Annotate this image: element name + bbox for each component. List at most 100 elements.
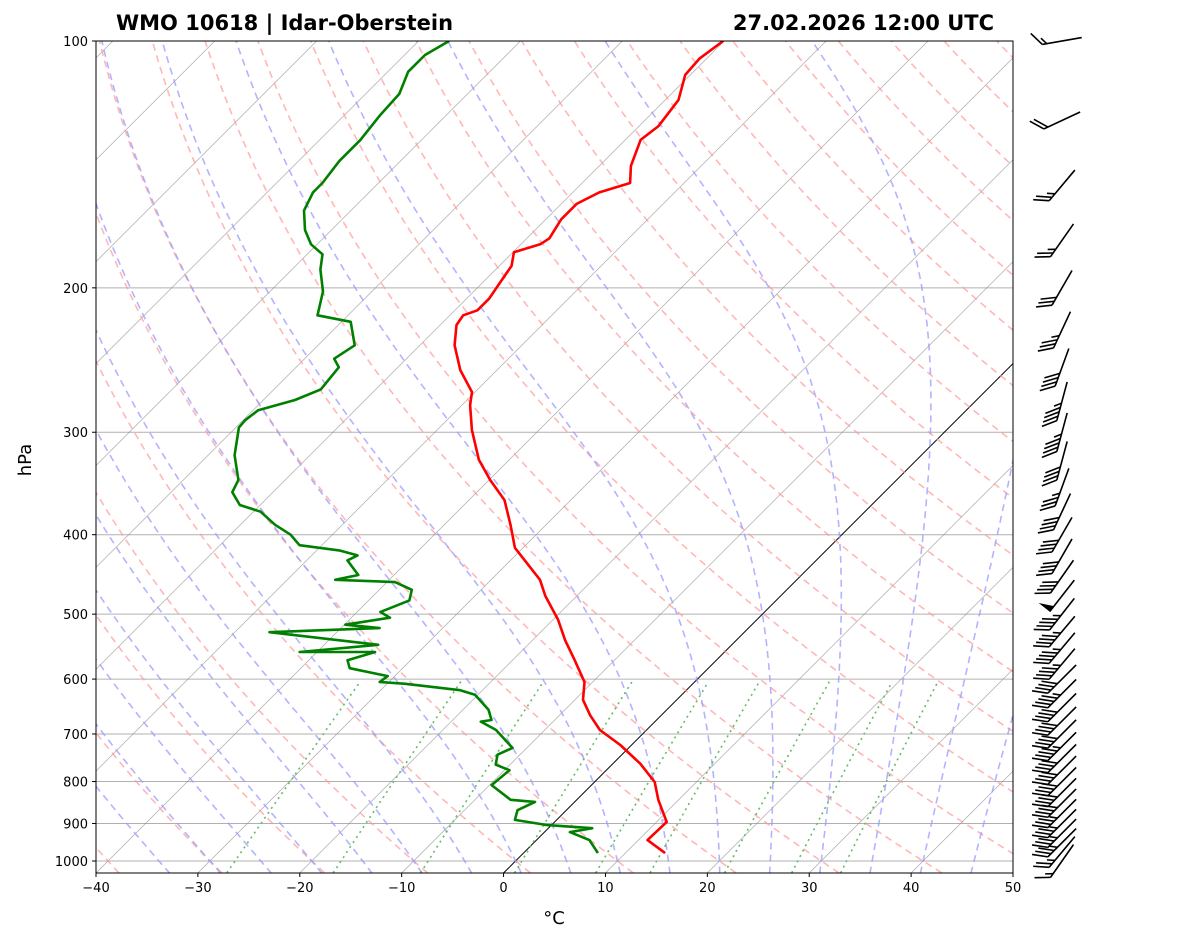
barb-staff xyxy=(1048,836,1076,868)
barb-full-tick xyxy=(1042,539,1059,543)
barb-full-tick xyxy=(1031,814,1048,819)
wind-barb xyxy=(1041,441,1068,487)
wind-barb xyxy=(1034,559,1075,595)
barb-staff xyxy=(1047,731,1077,762)
wind-barb xyxy=(1031,743,1077,774)
barb-half-tick xyxy=(1046,859,1055,862)
dry-adiabat-line xyxy=(837,41,1013,222)
barb-full-tick xyxy=(1038,683,1055,688)
isotherm-line xyxy=(96,41,623,568)
wind-barb xyxy=(1036,538,1073,577)
barb-full-tick xyxy=(1038,797,1055,802)
moist-adiabat-line xyxy=(604,41,843,873)
barb-half-tick xyxy=(1046,192,1055,195)
moist-adiabat-line xyxy=(811,41,932,873)
barb-staff xyxy=(1047,808,1077,839)
isotherm-line xyxy=(1012,872,1013,873)
barb-staff xyxy=(1047,692,1077,723)
barb-staff xyxy=(1049,559,1075,594)
plot-frame xyxy=(95,40,1014,874)
isotherm-line xyxy=(401,261,1013,873)
barb-full-tick xyxy=(1035,840,1052,845)
barb-full-tick xyxy=(1035,831,1052,836)
dry-adiabat-line xyxy=(732,41,1013,332)
wind-barb xyxy=(1037,311,1072,352)
barb-staff xyxy=(1048,615,1076,648)
barb-full-tick xyxy=(1036,304,1053,308)
dry-adiabat-line xyxy=(309,41,1013,793)
barb-full-tick xyxy=(1041,694,1058,700)
moist-adiabat-line xyxy=(96,328,473,873)
isotherm-line xyxy=(96,41,521,466)
barb-half-tick xyxy=(1049,835,1058,839)
barb-full-tick xyxy=(1033,865,1050,869)
isotherm-line xyxy=(96,41,725,670)
moist-adiabat-line xyxy=(161,41,622,873)
dry-adiabat-line xyxy=(96,359,531,873)
barb-full-tick xyxy=(1045,466,1061,474)
barb-full-tick xyxy=(1039,505,1056,512)
barb-full-tick xyxy=(1038,828,1055,833)
wind-barb xyxy=(1031,755,1077,786)
mixing-ratio-line xyxy=(513,681,633,873)
barb-half-tick xyxy=(1052,631,1061,634)
barb-staff xyxy=(1052,311,1072,349)
moist-adiabat-line xyxy=(919,456,1013,873)
barb-full-tick xyxy=(1041,381,1057,388)
wind-barb xyxy=(1039,468,1070,512)
barb-full-tick xyxy=(1036,572,1053,577)
barb-full-tick xyxy=(1038,568,1055,573)
barb-full-tick xyxy=(1038,300,1055,304)
y-axis-label: hPa xyxy=(15,444,36,476)
barb-full-tick xyxy=(1031,803,1048,808)
barb-staff xyxy=(1048,648,1076,680)
dry-adiabat-line xyxy=(96,613,326,873)
wind-barbs xyxy=(1029,32,1082,879)
barb-full-tick xyxy=(1031,744,1048,749)
moist-adiabat-line xyxy=(96,588,323,873)
barb-full-tick xyxy=(1041,450,1058,459)
barb-staff xyxy=(1047,664,1077,694)
wind-barb xyxy=(1039,348,1070,392)
mixing-ratio-line xyxy=(419,681,545,873)
x-tick-label: −20 xyxy=(286,881,313,896)
barb-full-tick xyxy=(1041,634,1058,638)
dewpoint-profile-line xyxy=(231,41,599,854)
barb-full-tick xyxy=(1042,376,1059,383)
barb-full-tick xyxy=(1045,406,1061,415)
barb-full-tick xyxy=(1031,731,1048,736)
barb-full-tick xyxy=(1035,741,1052,746)
barb-full-tick xyxy=(1038,638,1055,641)
moist-adiabat-line xyxy=(235,41,671,873)
wind-barb xyxy=(1031,678,1077,709)
barb-staff xyxy=(1049,597,1075,631)
barb-staff xyxy=(1043,111,1081,130)
wind-barb xyxy=(1037,493,1072,534)
barb-full-tick xyxy=(1031,853,1048,858)
y-tick-label: 700 xyxy=(63,728,88,743)
y-tick-label: 300 xyxy=(63,426,88,441)
barb-staff xyxy=(1047,678,1077,709)
barb-full-tick xyxy=(1038,738,1055,743)
barb-staff xyxy=(1052,493,1072,531)
barb-full-tick xyxy=(1035,777,1052,782)
barb-full-tick xyxy=(1035,686,1052,691)
mixing-ratio-line xyxy=(649,681,761,873)
x-tick-label: 30 xyxy=(801,881,818,896)
barb-full-tick xyxy=(1036,195,1053,199)
barb-full-tick xyxy=(1035,754,1052,759)
isotherm-line xyxy=(96,41,317,263)
barb-full-tick xyxy=(1033,661,1050,665)
barb-full-tick xyxy=(1033,118,1049,128)
barb-full-tick xyxy=(1036,862,1053,865)
barb-full-tick xyxy=(1037,347,1054,352)
barb-full-tick xyxy=(1041,680,1058,685)
background-lines xyxy=(96,41,1013,873)
barb-full-tick xyxy=(1036,641,1053,645)
barb-full-tick xyxy=(1031,718,1048,723)
barb-full-tick xyxy=(1042,474,1059,483)
wind-barb xyxy=(1034,223,1075,258)
barb-full-tick xyxy=(1040,565,1057,569)
barb-full-tick xyxy=(1038,654,1055,658)
